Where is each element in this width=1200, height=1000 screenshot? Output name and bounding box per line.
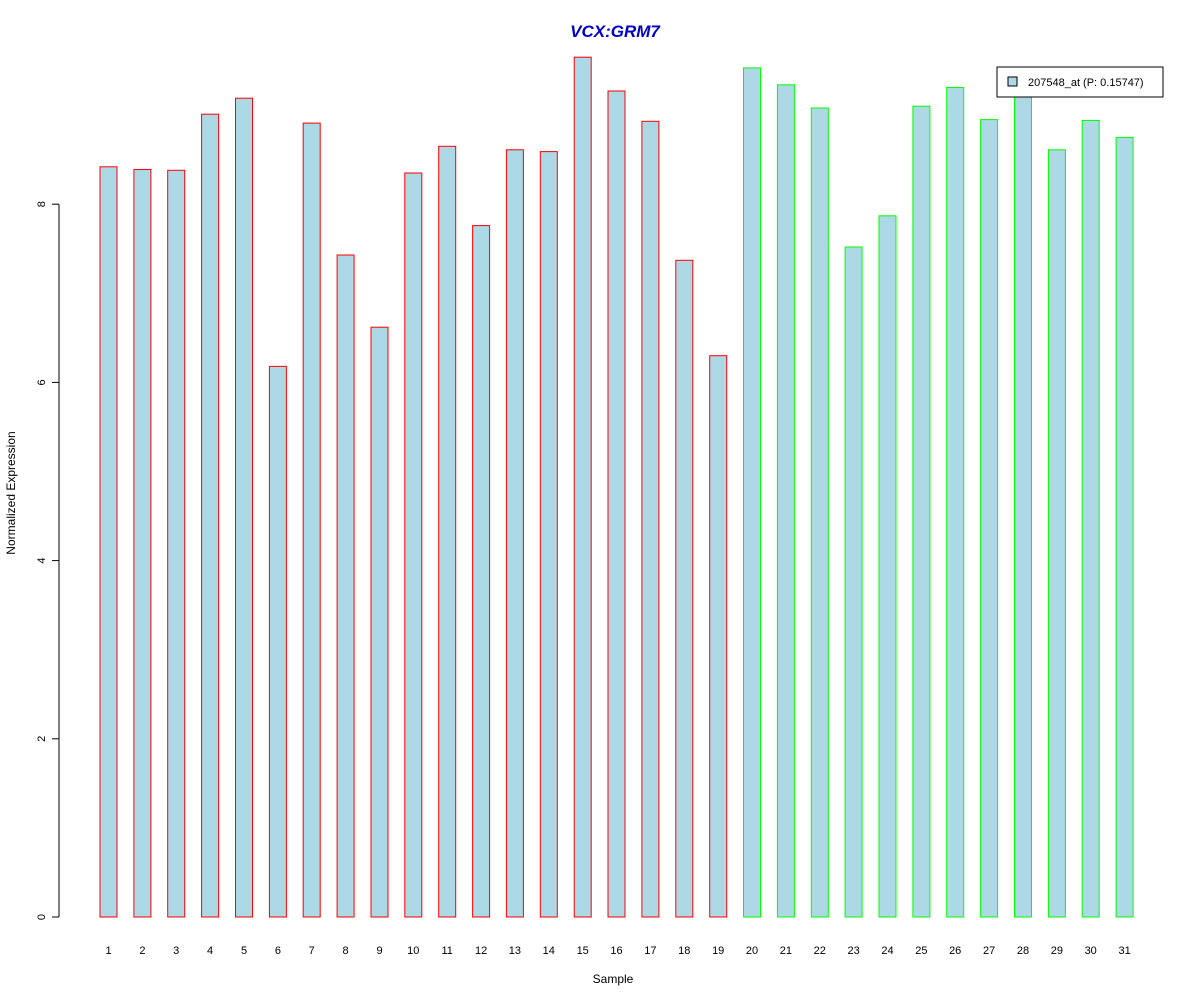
legend-label: 207548_at (P: 0.15747) [1028,77,1144,89]
x-tick-label: 17 [644,945,656,957]
bar-sample-4 [201,113,220,918]
bar-sample-25 [912,105,931,918]
x-tick-label: 13 [509,945,521,957]
bar-sample-24 [878,215,897,918]
x-axis-label: Sample [593,972,634,986]
y-tick-label: 2 [36,736,48,742]
x-tick-label: 24 [881,945,893,957]
x-tick-label: 27 [983,945,995,957]
y-axis: 0 2 4 6 8 [36,201,60,920]
x-tick-label: 16 [610,945,622,957]
x-tick-label: 9 [376,945,382,957]
bar-sample-18 [675,259,694,918]
bar-sample-7 [302,122,321,918]
x-tick-label: 11 [441,945,452,957]
x-tick-label: 19 [712,945,724,957]
x-tick-label: 23 [847,945,859,957]
bar-sample-30 [1081,119,1100,918]
y-tick-label: 4 [36,558,48,564]
bars-group [99,56,1134,918]
bar-sample-29 [1047,149,1066,918]
x-tick-label: 4 [207,945,213,957]
x-tick-labels: 1 2 3 4 5 6 7 8 9 10 11 12 13 14 15 16 17 18 19 20 21 22 23 24 2… [105,945,1130,957]
x-tick-label: 12 [475,945,487,957]
bar-sample-26 [946,87,965,918]
x-tick-label: 30 [1085,945,1097,957]
y-axis-label: Normalized Expression [4,431,18,554]
x-tick-label: 8 [343,945,349,957]
bar-sample-9 [370,326,389,918]
bar-sample-31 [1115,136,1134,918]
bar-sample-2 [133,169,152,918]
legend-swatch [1007,76,1018,87]
x-tick-label: 28 [1017,945,1029,957]
y-tick-label: 6 [36,379,48,385]
x-tick-label: 26 [949,945,961,957]
x-tick-label: 2 [139,945,145,957]
x-tick-label: 25 [915,945,927,957]
x-tick-label: 6 [275,945,281,957]
bar-sample-22 [810,107,829,918]
bar-sample-5 [235,97,253,918]
bar-sample-27 [980,119,999,918]
x-tick-label: 5 [241,945,247,957]
x-tick-label: 22 [814,945,826,957]
x-tick-label: 7 [309,945,315,957]
x-tick-label: 10 [407,945,419,957]
bar-sample-1 [99,166,118,918]
x-tick-label: 31 [1118,945,1130,957]
x-tick-label: 15 [577,945,589,957]
x-tick-label: 14 [543,945,555,957]
x-tick-label: 18 [678,945,690,957]
bar-sample-10 [404,172,423,918]
bar-sample-21 [776,84,795,918]
y-tick-label: 8 [36,201,48,207]
bar-sample-15 [573,56,592,918]
x-tick-label: 3 [173,945,179,957]
bar-sample-13 [505,149,524,918]
bar-sample-20 [743,67,761,918]
bar-sample-12 [472,225,491,918]
x-tick-label: 21 [780,945,792,957]
y-tick-label: 0 [36,914,48,920]
bar-sample-23 [844,246,863,918]
bar-sample-3 [167,169,186,918]
bar-sample-6 [268,365,287,918]
bar-sample-19 [709,355,728,918]
bar-sample-11 [438,145,457,918]
legend: 207548_at (P: 0.15747) [996,66,1164,98]
x-tick-label: 20 [746,945,758,957]
bar-sample-17 [641,120,660,918]
bar-sample-8 [336,254,355,918]
chart-title: VCX:GRM7 [570,22,661,41]
x-tick-label: 1 [105,945,111,957]
bar-sample-28 [1014,87,1032,918]
bar-sample-14 [539,151,558,918]
legend-box [996,66,1164,98]
x-tick-label: 29 [1051,945,1063,957]
bar-sample-16 [607,90,626,918]
